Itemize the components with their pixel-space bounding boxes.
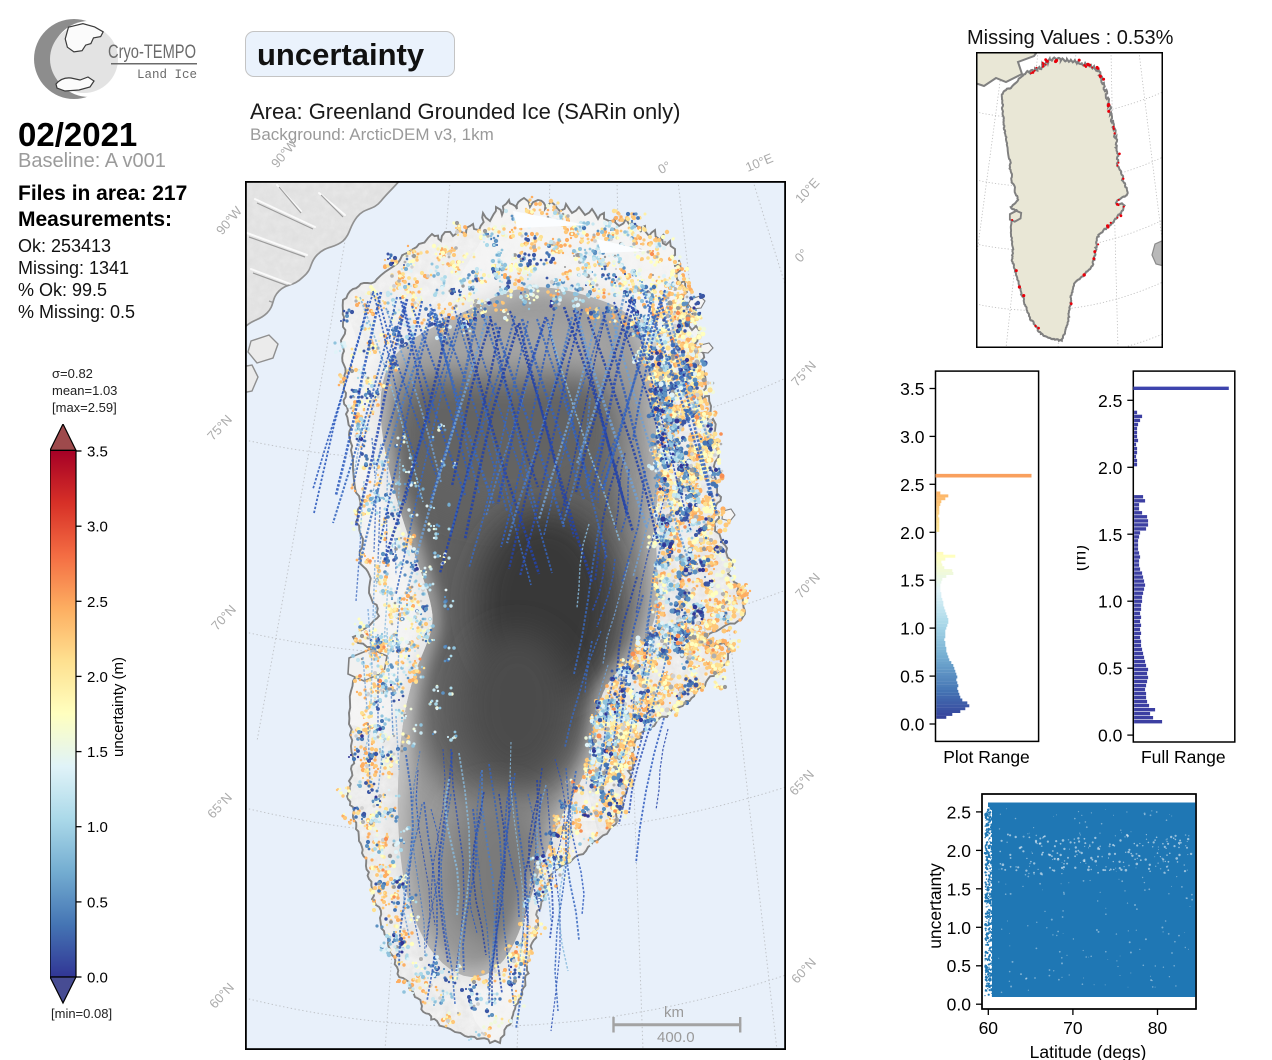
svg-text:2.5: 2.5: [87, 594, 108, 611]
svg-text:3.0: 3.0: [87, 519, 108, 536]
svg-text:1.0: 1.0: [87, 819, 108, 836]
svg-text:Cryo-TEMPO: Cryo-TEMPO: [108, 42, 196, 63]
svg-text:Land Ice: Land Ice: [137, 68, 197, 82]
svg-text:2.0: 2.0: [87, 669, 108, 686]
svg-text:0.0: 0.0: [87, 970, 108, 987]
svg-text:uncertainty (m): uncertainty (m): [110, 657, 127, 757]
svg-text:3.5: 3.5: [87, 444, 108, 461]
svg-text:1.5: 1.5: [87, 744, 108, 761]
svg-text:0.5: 0.5: [87, 894, 108, 911]
